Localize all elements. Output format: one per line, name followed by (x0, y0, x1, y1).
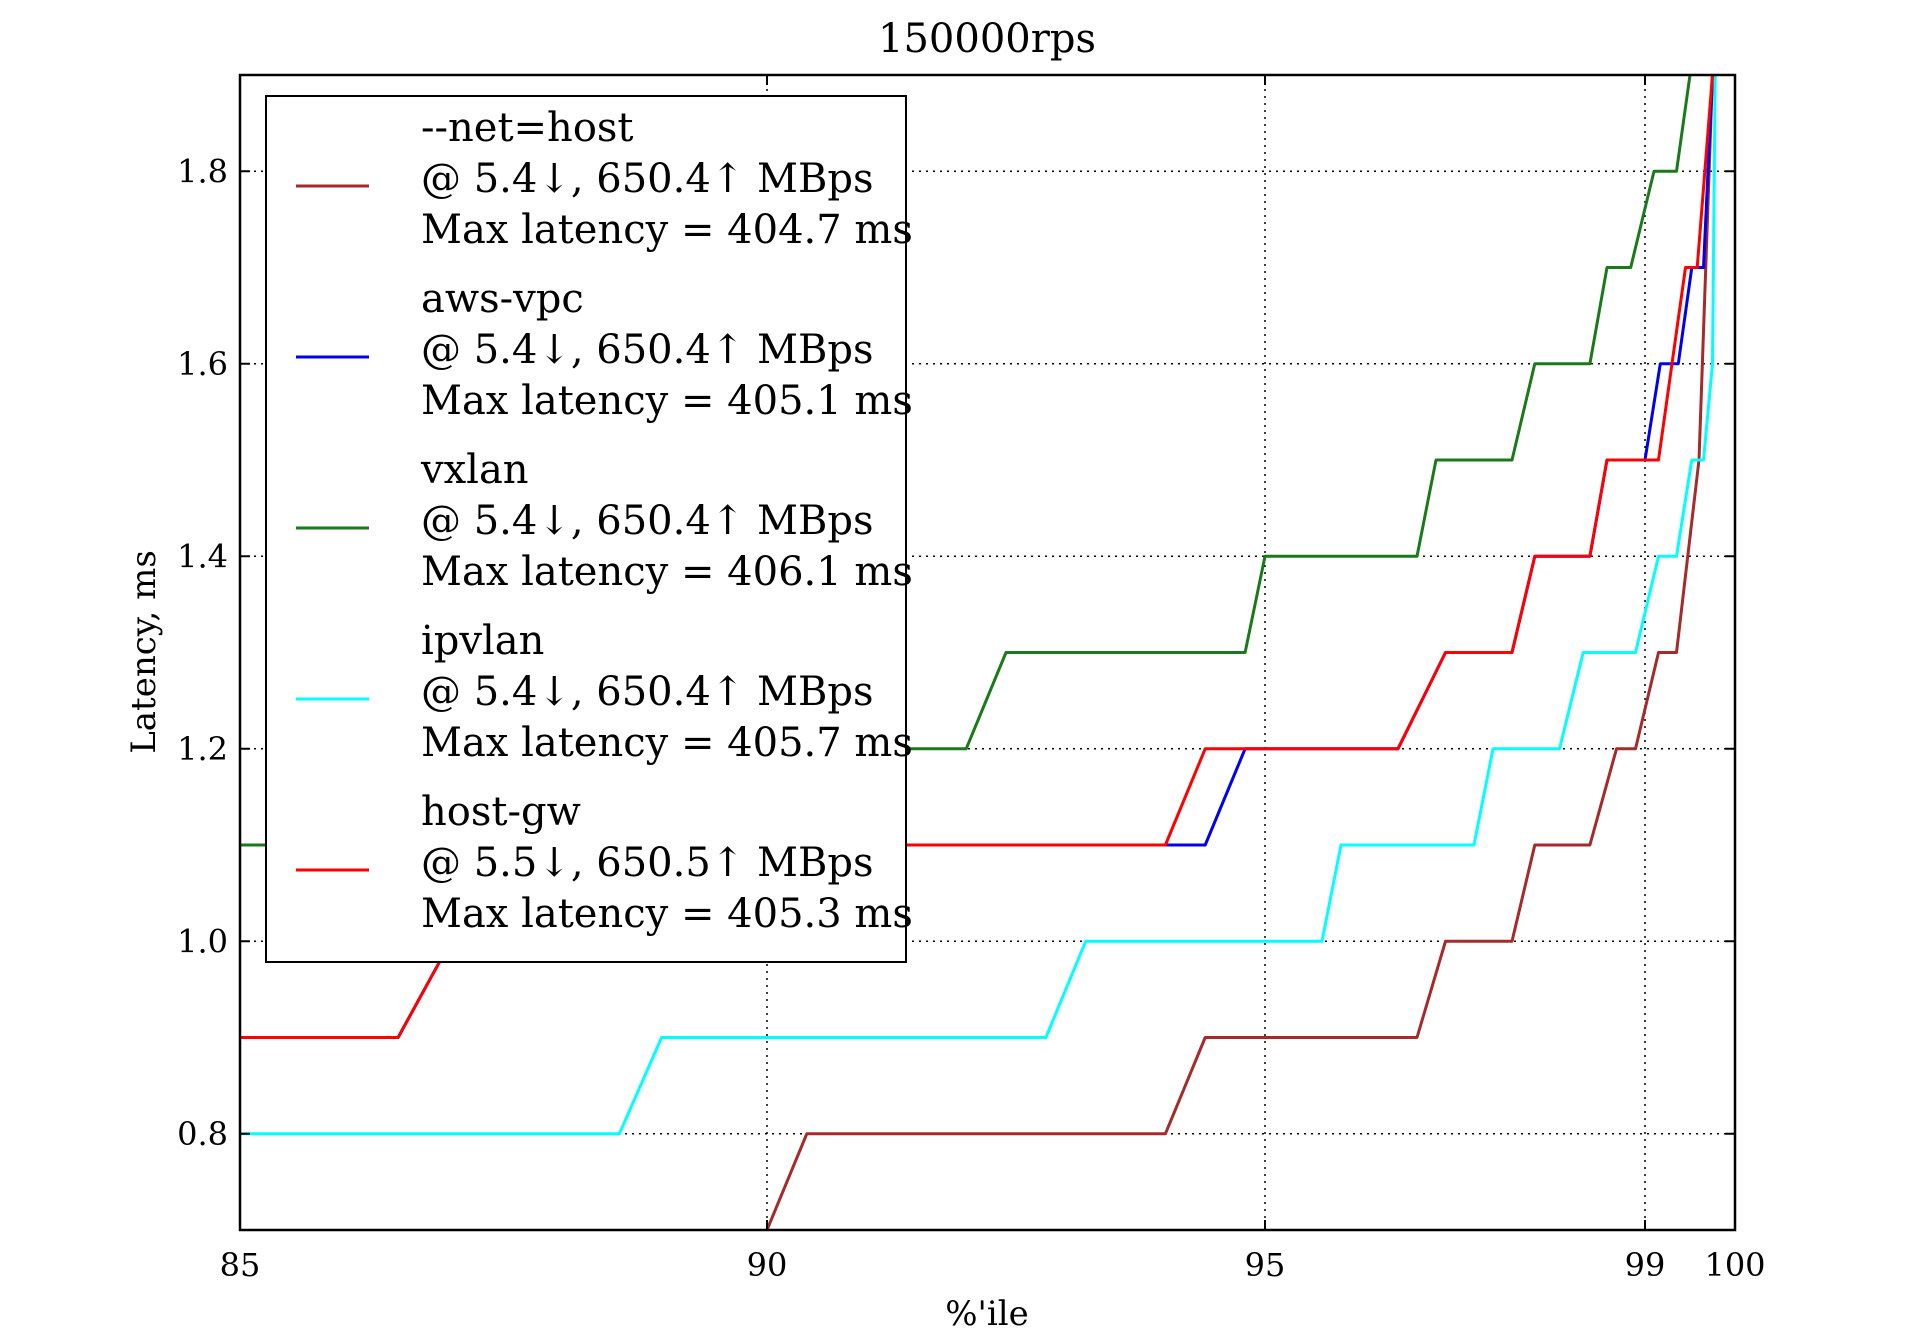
legend-text: aws-vpc (421, 276, 584, 322)
axis-ticks: 85 90 95 99 100 0.8 1.0 1.2 1.4 1.6 1.8 (177, 75, 1766, 1284)
legend-item-host-gw: host-gw @ 5.5↓, 650.5↑ MBps Max latency = … (296, 789, 913, 937)
legend-text: Max latency = 405.1 ms (421, 378, 913, 424)
series-line-net-host (765, 75, 1714, 1230)
legend-text: @ 5.4↓, 650.4↑ MBps (421, 156, 874, 202)
x-tick-label: 85 (220, 1246, 261, 1284)
y-tick-label: 1.4 (177, 537, 228, 575)
y-tick-label: 1.6 (177, 345, 228, 383)
legend-item-aws-vpc: aws-vpc @ 5.4↓, 650.4↑ MBps Max latency = … (296, 276, 913, 424)
plot-area-frame (238, 73, 1737, 1232)
x-tick-label: 100 (1704, 1246, 1765, 1284)
legend-text: @ 5.4↓, 650.4↑ MBps (421, 498, 874, 544)
legend-item-net-host: --net=host @ 5.4↓, 650.4↑ MBps Max latency… (296, 105, 913, 253)
legend-item-ipvlan: ipvlan @ 5.4↓, 650.4↑ MBps Max latency = 4… (296, 618, 913, 766)
legend-text: --net=host (421, 105, 634, 151)
legend-text: @ 5.4↓, 650.4↑ MBps (421, 669, 874, 715)
series-line-ipvlan (240, 75, 1717, 1136)
legend-text: Max latency = 404.7 ms (421, 207, 913, 253)
x-tick-label: 99 (1625, 1246, 1666, 1284)
legend-text: host-gw (421, 789, 581, 835)
legend-item-vxlan: vxlan @ 5.4↓, 650.4↑ MBps Max latency = 40… (296, 447, 913, 595)
legend-text: Max latency = 405.3 ms (421, 891, 913, 937)
legend-text: ipvlan (421, 618, 544, 664)
x-tick-label: 95 (1245, 1246, 1286, 1284)
y-tick-label: 1.8 (177, 152, 228, 190)
y-axis-label: Latency, ms (124, 550, 164, 754)
legend-text: vxlan (420, 447, 529, 493)
legend-text: Max latency = 405.7 ms (421, 720, 913, 766)
x-tick-label: 90 (747, 1246, 788, 1284)
legend: --net=host @ 5.4↓, 650.4↑ MBps Max latency… (265, 95, 913, 963)
x-axis-label: %'ile (945, 1294, 1029, 1334)
chart-title: 150000rps (878, 16, 1096, 62)
legend-text: Max latency = 406.1 ms (421, 549, 913, 595)
y-tick-label: 1.0 (177, 922, 228, 960)
y-tick-label: 0.8 (177, 1115, 228, 1153)
legend-text: @ 5.4↓, 650.4↑ MBps (421, 327, 874, 373)
y-tick-label: 1.2 (177, 730, 228, 768)
legend-box (265, 95, 907, 963)
legend-text: @ 5.5↓, 650.5↑ MBps (421, 840, 874, 886)
